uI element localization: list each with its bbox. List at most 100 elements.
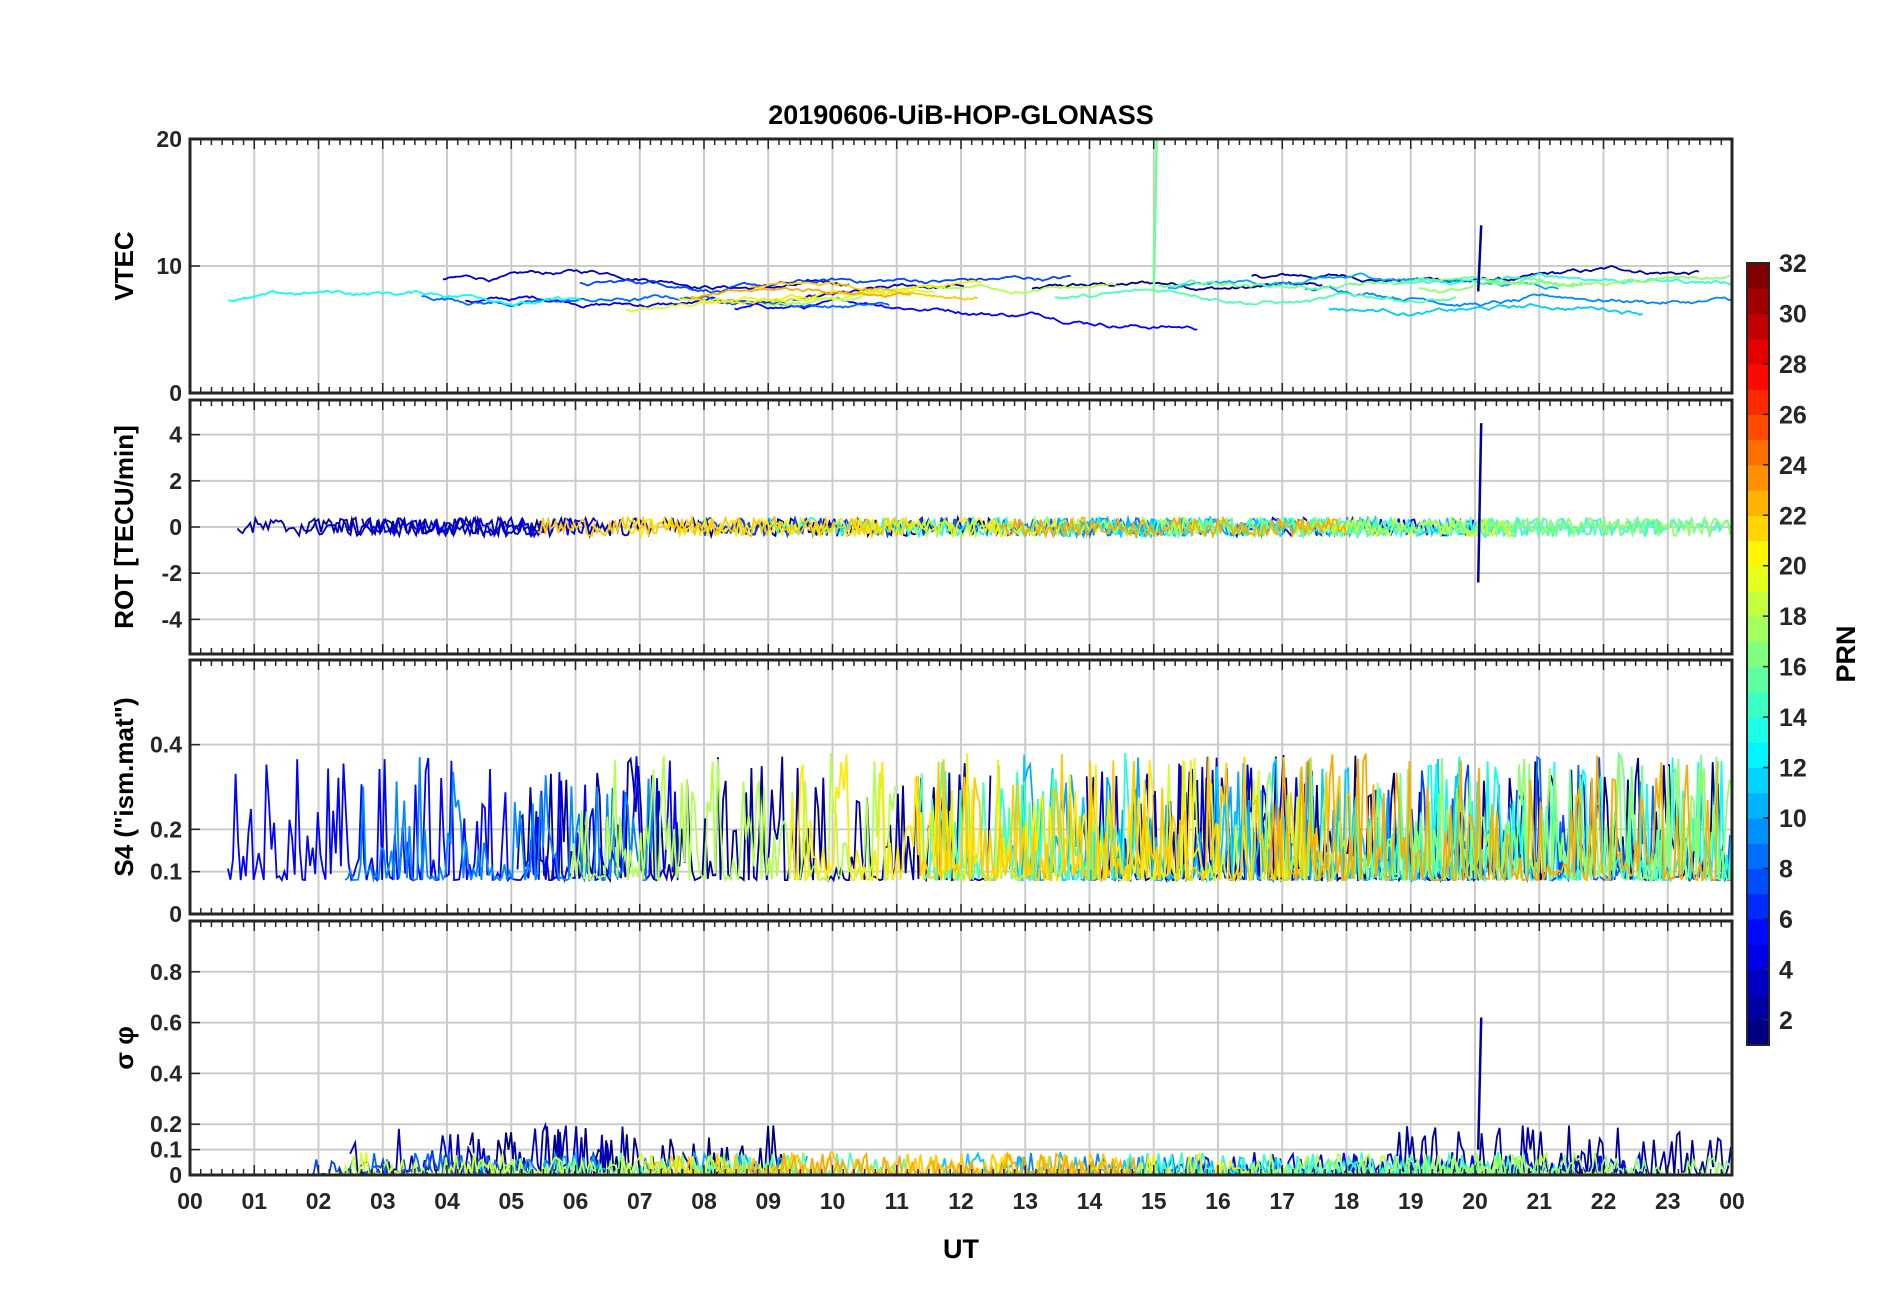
series-line-prn-18 <box>1242 1150 1617 1175</box>
colorbar-tick-label: 14 <box>1779 704 1807 732</box>
series-line-prn-9 <box>1304 285 1732 308</box>
series-line-prn-4 <box>465 282 965 309</box>
colorbar-segment <box>1747 691 1769 718</box>
colorbar-segment <box>1747 338 1769 365</box>
x-ticks <box>189 660 1733 914</box>
colorbar-tick-label: 24 <box>1779 452 1807 480</box>
y-tick-label: -2 <box>162 560 182 586</box>
panel-1: -4 -2 0 2 4 ROT [TECU/min] <box>109 398 1734 656</box>
colorbar-segment <box>1747 590 1769 617</box>
colorbar-frame <box>1746 262 1770 1046</box>
x-tick-label: 16 <box>1205 1188 1231 1214</box>
colorbar-tick-label: 6 <box>1779 906 1793 934</box>
colorbar-segment <box>1747 893 1769 920</box>
x-tick-label: 19 <box>1398 1188 1424 1214</box>
series-line-prn-22 <box>537 514 912 539</box>
colorbar-segment <box>1747 263 1769 289</box>
series-line-prn-17 <box>1439 515 1732 539</box>
colorbar-tick-label: 28 <box>1779 351 1807 379</box>
y-tick-label: 20 <box>156 126 182 152</box>
x-tick-label: 20 <box>1462 1188 1488 1214</box>
series-line-prn-5 <box>734 296 1198 331</box>
y-tick-label: 0.1 <box>150 859 182 885</box>
x-tick-label: 05 <box>498 1188 524 1214</box>
colorbar-segment <box>1747 288 1769 315</box>
colorbar-segment <box>1747 767 1769 794</box>
x-ticks <box>189 400 1733 654</box>
colorbar-tick-label: 20 <box>1779 553 1807 581</box>
x-tick-label: 08 <box>691 1188 717 1214</box>
colorbar-tick-label: 4 <box>1779 956 1793 984</box>
y-tick-label: 0 <box>169 380 182 406</box>
y-tick-label: 0 <box>169 901 182 927</box>
colorbar-segment <box>1747 490 1769 516</box>
y-tick-label: 0 <box>169 1162 182 1188</box>
x-tick-label: 06 <box>563 1188 589 1214</box>
series-line-prn-13 <box>228 289 581 307</box>
y-tick-label: 0 <box>169 514 182 540</box>
panel-grid <box>190 139 1732 393</box>
colorbar-tick-label: 18 <box>1779 603 1807 631</box>
colorbar-label: PRN <box>1831 625 1861 682</box>
colorbar-segment <box>1747 969 1769 996</box>
y-tick-label: 0.2 <box>150 816 182 842</box>
colorbar-segment <box>1747 540 1769 567</box>
x-tick-label: 04 <box>434 1188 460 1214</box>
colorbar-segment <box>1747 616 1769 642</box>
y-tick-label: 0.6 <box>150 1010 182 1036</box>
event-mark-1 <box>1152 139 1158 292</box>
series-line-prn-23 <box>1267 753 1719 883</box>
colorbar-segment <box>1747 717 1769 743</box>
colorbar-segment <box>1747 666 1769 693</box>
colorbar-segment <box>1747 843 1769 870</box>
chart-title: 20190606-UiB-HOP-GLONASS <box>768 100 1154 130</box>
x-ticks <box>189 139 1733 393</box>
series-line-prn-23 <box>998 515 1350 539</box>
panel-traces <box>228 139 1732 331</box>
series-line-prn-15 <box>1054 288 1457 306</box>
x-axis-label: UT <box>943 1234 979 1264</box>
x-tick-label: 07 <box>627 1188 653 1214</box>
x-tick-label: 02 <box>306 1188 332 1214</box>
event-mark-0 <box>1476 1017 1483 1150</box>
x-tick-label: 15 <box>1141 1188 1167 1214</box>
colorbar-segment <box>1747 414 1769 441</box>
colorbar-segment <box>1747 868 1769 895</box>
y-tick-label: -4 <box>162 606 183 632</box>
colorbar-segment <box>1747 515 1769 542</box>
colorbar-segment <box>1747 313 1769 340</box>
series-line-prn-7 <box>579 274 1071 294</box>
y-tick-label: 10 <box>156 253 182 279</box>
panel-2: 0 0.1 0.2 0.4 S4 ("ism.mat") <box>109 658 1734 927</box>
colorbar-segment <box>1747 918 1769 945</box>
x-tick-label: 17 <box>1269 1188 1295 1214</box>
colorbar-segment <box>1747 464 1769 491</box>
series-line-prn-5 <box>227 756 679 884</box>
series-line-prn-2 <box>1331 1125 1732 1175</box>
colorbar-segment <box>1747 565 1769 592</box>
colorbar-segment <box>1747 944 1769 970</box>
panel-3: 00.10.2 0.4 0.6 0.8 σ φ 00 01 02 03 04 05 06 07 08 09 1… <box>109 919 1745 1214</box>
y-tick-label: 4 <box>169 422 182 448</box>
y-tick-label: 0.8 <box>150 959 182 985</box>
colorbar-segment <box>1747 742 1769 769</box>
x-tick-label: 21 <box>1526 1188 1552 1214</box>
x-tick-label: 00 <box>177 1188 203 1214</box>
colorbar-tick-label: 16 <box>1779 654 1807 682</box>
series-line-prn-19 <box>1294 515 1512 540</box>
series-line-prn-2 <box>1251 264 1700 283</box>
colorbar-tick-label: 32 <box>1779 250 1807 278</box>
colorbar-segment <box>1747 817 1769 844</box>
series-line-prn-23 <box>689 286 912 300</box>
colorbar-tick-label: 30 <box>1779 300 1807 328</box>
event-mark-0 <box>1476 423 1483 583</box>
colorbar-tick-label: 8 <box>1779 855 1793 883</box>
colorbar-segment <box>1747 363 1769 390</box>
x-tick-label: 01 <box>241 1188 267 1214</box>
x-tick-label: 03 <box>370 1188 396 1214</box>
series-line-prn-21 <box>789 753 1220 884</box>
y-tick-label: 0.1 <box>150 1137 182 1163</box>
